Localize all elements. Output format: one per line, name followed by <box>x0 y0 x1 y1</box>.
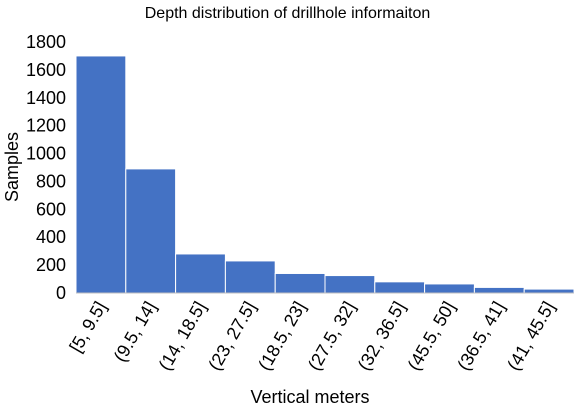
y-tick-label: 1400 <box>26 88 66 108</box>
bar-series <box>75 55 575 294</box>
bar <box>224 260 276 294</box>
bar <box>125 168 177 294</box>
x-category-label: (41, 45.5] <box>503 298 558 374</box>
bar <box>523 288 575 294</box>
y-tick-label: 1800 <box>26 32 66 52</box>
x-axis-title: Vertical meters <box>250 387 369 407</box>
x-axis-category-labels: [5, 9.5] (9.5, 14](14, 18.5](23, 27.5](18… <box>66 298 559 374</box>
bar <box>75 55 127 294</box>
x-category-label: (23, 27.5] <box>204 298 259 374</box>
bar <box>274 272 326 294</box>
y-tick-label: 400 <box>36 227 66 247</box>
y-tick-label: 1600 <box>26 60 66 80</box>
x-category-label: (14, 18.5] <box>155 298 210 374</box>
y-tick-label: 200 <box>36 255 66 275</box>
x-category-label: (9.5, 14] <box>110 298 160 365</box>
chart-title: Depth distribution of drillhole informai… <box>145 5 430 22</box>
x-category-label: (32, 36.5] <box>354 298 409 374</box>
y-axis-title: Samples <box>2 132 22 202</box>
x-category-label: [5, 9.5] <box>66 298 111 356</box>
y-axis-tick-labels: 0 200 400 600 800 1000 1200 1400 1600 1800 <box>26 32 66 303</box>
y-tick-label: 1000 <box>26 144 66 164</box>
bar <box>175 253 226 294</box>
bar <box>424 283 475 294</box>
y-tick-label: 1200 <box>26 116 66 136</box>
x-category-label: (45.5, 50] <box>404 298 459 374</box>
y-tick-label: 800 <box>36 171 66 191</box>
x-category-label: (27.5, 32] <box>304 298 359 374</box>
x-category-label: (36.5, 41] <box>453 298 508 374</box>
x-category-label: (18.5, 23] <box>254 298 309 374</box>
bar <box>473 286 525 294</box>
bar <box>374 281 426 294</box>
y-tick-label: 600 <box>36 199 66 219</box>
y-tick-label: 0 <box>56 283 66 303</box>
bar <box>324 275 376 294</box>
